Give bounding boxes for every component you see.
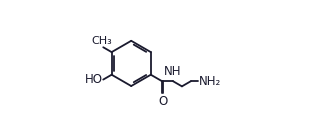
Text: O: O [158,95,167,108]
Text: NH: NH [164,65,182,78]
Text: NH₂: NH₂ [198,75,221,88]
Text: CH₃: CH₃ [92,36,113,46]
Text: HO: HO [85,73,103,86]
